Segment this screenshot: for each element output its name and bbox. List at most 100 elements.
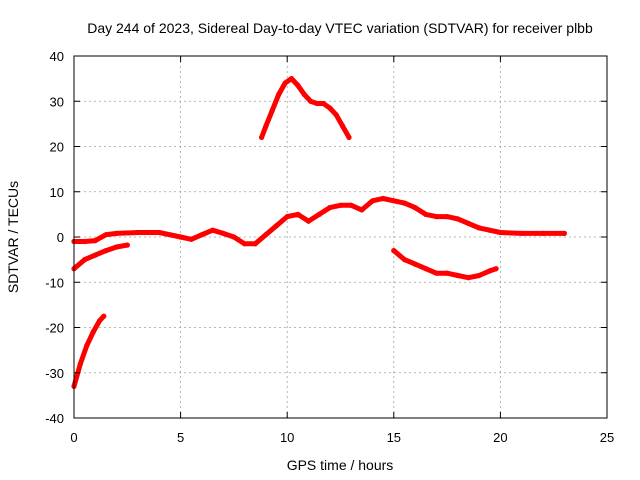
data-point: [359, 207, 365, 213]
x-tick-label: 20: [493, 430, 507, 445]
y-tick-label: 10: [50, 185, 64, 200]
data-point: [561, 230, 568, 236]
data-point: [308, 98, 314, 104]
data-point: [288, 76, 295, 82]
data-point: [340, 123, 346, 129]
chart-title: Day 244 of 2023, Sidereal Day-to-day VTE…: [87, 20, 593, 36]
y-tick-label: 20: [50, 140, 64, 155]
series-arc-2: [71, 242, 130, 272]
data-point: [263, 232, 269, 238]
data-point: [412, 205, 418, 211]
data-point: [401, 257, 408, 263]
data-point: [455, 216, 461, 222]
y-axis-label: SDTVAR / TECUs: [5, 181, 21, 293]
data-point: [519, 230, 525, 236]
data-point: [412, 261, 418, 267]
data-point: [327, 105, 333, 111]
y-tick-label: -10: [45, 275, 64, 290]
data-point: [92, 252, 98, 258]
data-point: [305, 218, 312, 224]
axis-ticks: 0 5 10 15 20 25 -40 -30 -20 -10 0 10 20 30 40: [45, 49, 614, 445]
data-point: [101, 313, 107, 319]
y-tick-label: -30: [45, 366, 64, 381]
data-point: [444, 214, 450, 220]
data-series: [71, 76, 568, 389]
series-arc-4: [259, 76, 352, 140]
data-point: [156, 229, 162, 236]
data-point: [114, 230, 120, 236]
data-point: [476, 272, 482, 279]
data-point: [337, 202, 344, 208]
data-point: [327, 205, 333, 211]
data-point: [284, 214, 290, 220]
data-point: [178, 234, 184, 240]
data-point: [97, 318, 103, 324]
data-point: [252, 241, 258, 247]
data-point: [455, 272, 461, 279]
data-point: [103, 232, 109, 238]
series-arc-1: [71, 313, 107, 389]
data-point: [242, 241, 248, 247]
data-point: [493, 266, 499, 272]
data-point: [380, 195, 386, 202]
data-point: [465, 275, 471, 281]
data-point: [497, 229, 503, 236]
data-point: [82, 257, 88, 263]
data-point: [369, 198, 376, 204]
y-tick-label: 0: [57, 230, 64, 245]
data-point: [487, 268, 493, 274]
data-point: [444, 270, 450, 276]
data-point: [263, 123, 269, 129]
y-tick-label: -20: [45, 321, 64, 336]
data-point: [333, 112, 339, 118]
data-point: [273, 223, 280, 229]
data-point: [103, 248, 109, 254]
data-point: [433, 270, 439, 276]
data-point: [391, 198, 397, 204]
data-point: [348, 202, 354, 208]
data-point: [90, 329, 96, 335]
data-point: [346, 134, 352, 140]
data-point: [465, 220, 471, 226]
y-tick-label: 40: [50, 49, 64, 64]
data-point: [114, 244, 120, 250]
data-point: [199, 232, 205, 238]
data-point: [423, 211, 429, 217]
data-point: [316, 211, 322, 217]
data-point: [124, 242, 130, 248]
data-point: [92, 238, 98, 244]
data-point: [487, 227, 493, 233]
data-point: [314, 100, 320, 107]
data-point: [320, 100, 326, 107]
x-tick-label: 5: [177, 430, 184, 445]
data-point: [84, 343, 90, 349]
x-tick-label: 25: [600, 430, 614, 445]
data-point: [301, 91, 307, 98]
data-point: [231, 234, 237, 240]
data-point: [401, 200, 408, 206]
data-point: [282, 80, 288, 86]
data-point: [423, 266, 429, 272]
data-point: [188, 236, 194, 242]
data-point: [433, 214, 439, 220]
y-tick-label: -40: [45, 411, 64, 426]
x-tick-label: 10: [280, 430, 294, 445]
data-point: [220, 230, 226, 236]
data-point: [135, 229, 141, 236]
grid-lines: [74, 56, 607, 418]
x-tick-label: 15: [387, 430, 401, 445]
data-point: [540, 230, 546, 236]
x-tick-label: 0: [70, 430, 77, 445]
data-point: [210, 227, 216, 233]
y-tick-label: 30: [50, 94, 64, 109]
data-point: [269, 107, 275, 113]
data-point: [82, 238, 88, 245]
data-point: [77, 361, 83, 367]
data-point: [476, 225, 482, 231]
series-arc-5: [391, 248, 499, 281]
data-point: [295, 211, 301, 217]
data-point: [276, 91, 282, 98]
x-axis-label: GPS time / hours: [287, 457, 394, 473]
